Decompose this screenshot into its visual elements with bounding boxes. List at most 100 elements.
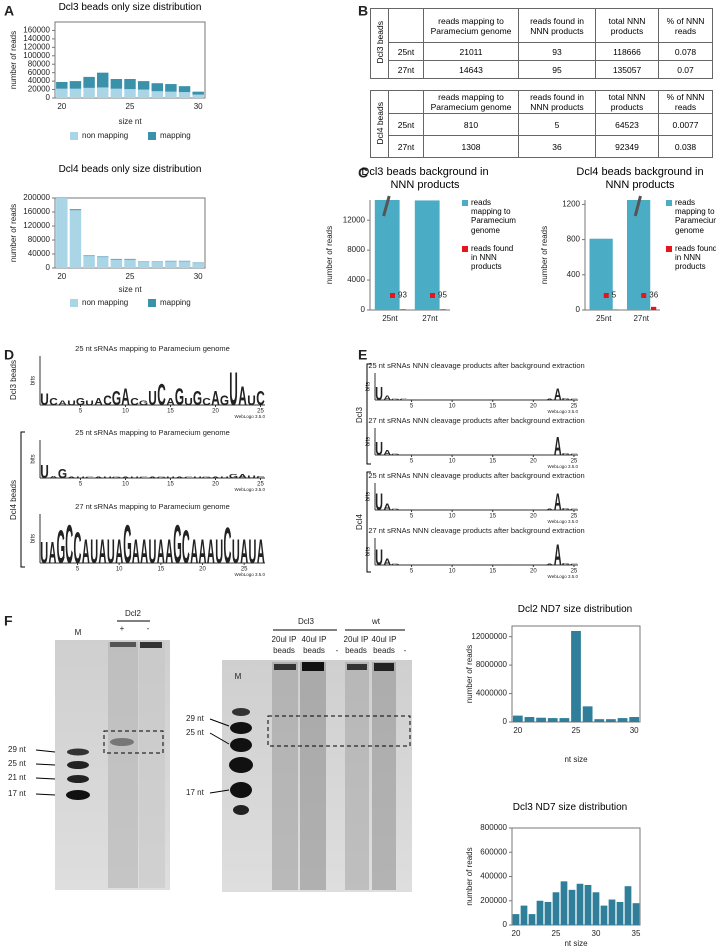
row-label: 27nt: [388, 135, 424, 158]
logo-letter: C: [400, 454, 408, 455]
header-cell: reads found in NNN products: [518, 8, 596, 43]
data-table: Dcl3 beads reads mapping to Paramecium ge…: [370, 8, 713, 79]
gel-image: [55, 640, 170, 890]
gel-lane-label: 20ul IP: [272, 635, 297, 644]
logo-letter: A: [416, 564, 424, 565]
x-tick-label: 35: [632, 929, 641, 938]
chart-title: Dcl3 ND7 size distribution: [512, 802, 628, 813]
chart-title: Dcl3 beads background in NNN products: [361, 166, 489, 191]
x-tick-label: 10: [122, 482, 129, 488]
logo-letter: U: [40, 535, 48, 570]
bar: [594, 719, 605, 722]
logo-letter: C: [202, 397, 211, 408]
logo-letter: C: [157, 377, 166, 411]
logo-letter: U: [247, 474, 256, 478]
header-cell: % of NNN reads: [658, 8, 713, 43]
logo-letter: A: [121, 383, 130, 410]
logo-letter: U: [408, 454, 416, 455]
bar: [520, 905, 528, 925]
logo-letter: U: [375, 488, 383, 515]
x-tick-label: 30: [592, 929, 601, 938]
logo-letter: C: [400, 564, 408, 565]
bar: [69, 88, 82, 98]
bar: [56, 198, 68, 268]
x-tick-label: 25: [571, 514, 578, 520]
bar: [192, 94, 204, 98]
y-tick-label: 80000: [28, 235, 51, 244]
logo-title: 25 nt sRNAs mapping to Paramecium genome: [75, 428, 230, 437]
logo-letter: G: [193, 387, 202, 410]
legend-label: non mapping: [82, 131, 128, 140]
x-tick-label: 15: [489, 404, 496, 410]
bar: [627, 200, 651, 310]
gel-lane-label: 40ul IP: [372, 635, 397, 644]
y-tick-label: 12000: [343, 215, 366, 224]
x-tick-label: 20: [57, 272, 66, 281]
logo-letter: G: [139, 399, 148, 407]
logo-letter: G: [112, 387, 121, 410]
legend-label: mapping: [160, 131, 191, 140]
logo-letter: U: [538, 399, 546, 400]
logo-title: 25 nt sRNAs NNN cleavage products after …: [368, 361, 584, 370]
table-row: 27nt 14643 95 135057 0.07: [371, 60, 713, 79]
logo-letter: A: [448, 399, 456, 400]
logo-letter: A: [58, 399, 67, 407]
size-label: 25 nt: [186, 728, 205, 737]
y-tick-label: 400: [567, 270, 581, 279]
logo-letter: A: [157, 533, 165, 571]
logo-letter: C: [432, 564, 440, 565]
logo-letter: A: [513, 509, 521, 510]
x-tick-label: 30: [630, 726, 639, 735]
logo-letter: C: [570, 398, 578, 400]
logo-letter: A: [82, 533, 90, 571]
legend-label: reads mapping to Paramecium genome: [675, 198, 716, 235]
value-marker: [430, 293, 435, 298]
x-tick-label: 5: [410, 459, 414, 465]
logo-letter: U: [103, 477, 112, 479]
bar: [137, 261, 150, 263]
gel-group-label: wt: [371, 617, 381, 626]
value-marker: [390, 293, 395, 298]
logo-letter: A: [481, 564, 489, 565]
table-header-row: Dcl4 beads reads mapping to Paramecium ge…: [370, 90, 713, 158]
logo-letter: A: [257, 533, 265, 571]
cell: 118666: [595, 42, 659, 61]
logo-letter: G: [424, 399, 432, 400]
y-tick-label: 0: [576, 305, 581, 314]
bar: [584, 884, 592, 925]
x-tick-label: 15: [157, 567, 164, 573]
bar: [582, 706, 593, 722]
logo-letter: A: [546, 563, 554, 565]
x-tick-label: 25: [257, 482, 264, 488]
logo-letter: U: [538, 454, 546, 455]
logo-title: 27 nt sRNAs NNN cleavage products after …: [368, 416, 584, 425]
gel-lane-label: -: [336, 646, 339, 655]
cell: 0.038: [658, 135, 713, 158]
gel-lane-label: M: [75, 628, 82, 637]
logo-title: 25 nt sRNAs mapping to Paramecium genome: [75, 344, 230, 353]
bar: [629, 717, 640, 722]
bar: [528, 914, 536, 925]
logo-letter: U: [440, 564, 448, 565]
logo-letter: U: [408, 509, 416, 510]
cell: 95: [518, 60, 596, 79]
logo-letter: A: [148, 477, 157, 479]
bar: [165, 84, 177, 92]
logo-letter: G: [76, 397, 85, 408]
logo-letter: A: [554, 384, 562, 403]
logo-letter: C: [400, 399, 408, 401]
logo-letter: A: [94, 477, 103, 479]
logo-letter: U: [107, 533, 115, 571]
logo-letter: C: [432, 399, 440, 400]
bar: [400, 309, 406, 310]
x-tick-label: 20: [199, 567, 206, 573]
y-tick-label: 4000000: [476, 689, 508, 698]
logo-credit: WebLogo 3.5.0: [548, 574, 579, 579]
bar: [83, 76, 95, 88]
x-tick-label: 5: [410, 569, 414, 575]
y-tick-label: 8000: [347, 245, 365, 254]
legend-label: mapping: [160, 298, 191, 307]
header-cell: reads mapping to Paramecium genome: [423, 8, 519, 43]
logo-letter: U: [85, 399, 94, 407]
logo-letter: C: [465, 399, 473, 400]
